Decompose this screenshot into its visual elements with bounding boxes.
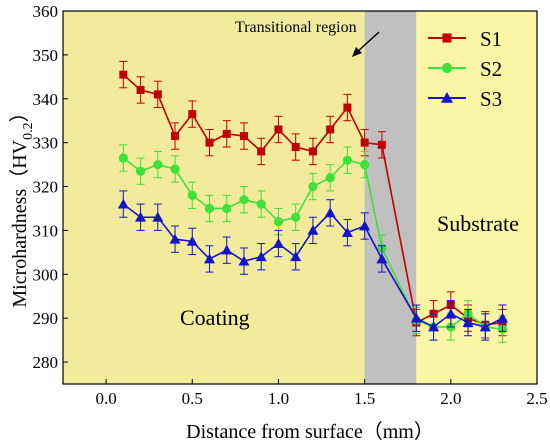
ticks-layer: 0.0 0.5 1.0 1.5 2.0 2.5 280 290 300 310 320 330 340 3… <box>33 2 548 408</box>
data-point-triangle <box>497 312 509 323</box>
data-point-circle <box>204 203 215 214</box>
data-point-square <box>188 110 197 119</box>
y-tick-label: 280 <box>33 353 59 372</box>
data-point-circle <box>308 181 318 192</box>
data-point-circle <box>170 164 180 174</box>
legend: S1 S2 S3 <box>428 27 502 111</box>
data-point-square <box>222 129 231 138</box>
data-point-triangle <box>359 220 371 231</box>
data-point-triangle <box>272 238 284 248</box>
legend-entry-s3: S3 <box>428 87 502 111</box>
data-point-circle <box>256 199 266 209</box>
data-point-triangle <box>410 312 422 323</box>
data-point-triangle <box>376 253 388 264</box>
y-axis-title-subscript: 0.2 <box>21 122 36 140</box>
data-point-triangle <box>307 224 319 235</box>
data-point-square <box>308 147 317 156</box>
x-tick-label: 0.5 <box>182 389 203 408</box>
data-point-triangle <box>428 321 440 332</box>
x-tick-label: 0.0 <box>95 389 116 408</box>
data-point-triangle <box>169 233 181 244</box>
data-point-square <box>442 33 452 43</box>
data-point-circle <box>273 217 284 227</box>
data-point-square <box>291 143 300 152</box>
data-point-circle <box>222 203 232 214</box>
y-tick-label: 360 <box>33 2 59 21</box>
data-point-circle <box>360 159 370 170</box>
data-point-circle <box>135 166 146 176</box>
data-point-circle <box>291 212 301 222</box>
y-axis-title-main: Microhardness（HV <box>8 139 31 307</box>
data-point-triangle <box>117 198 129 209</box>
series-s3 <box>117 190 509 341</box>
data-point-square <box>119 70 128 79</box>
transitional-region-background <box>364 11 417 384</box>
series-line <box>122 74 503 326</box>
data-point-triangle <box>462 317 474 327</box>
x-tick-label: 1.5 <box>354 389 375 408</box>
data-point-triangle <box>341 227 353 238</box>
x-tick-label: 2.5 <box>526 389 547 408</box>
data-point-square <box>153 90 162 99</box>
data-point-circle <box>239 195 249 205</box>
y-tick-label: 290 <box>33 309 59 328</box>
data-point-triangle <box>324 207 336 218</box>
data-point-square <box>326 125 335 134</box>
transitional-region-label: Transitional region <box>235 19 357 36</box>
data-point-triangle <box>290 251 302 262</box>
data-point-square <box>377 140 386 149</box>
series-layer <box>117 60 509 343</box>
data-point-triangle <box>221 244 233 255</box>
x-tick-label: 2.0 <box>440 389 461 408</box>
legend-label: S2 <box>480 57 502 81</box>
substrate-label: Substrate <box>437 211 519 236</box>
y-tick-label: 330 <box>33 134 59 153</box>
data-point-square <box>274 125 283 134</box>
y-axis-title-end: ） <box>8 102 31 122</box>
data-point-square <box>360 138 369 147</box>
legend-entry-s2: S2 <box>428 57 502 81</box>
data-point-triangle <box>479 321 491 332</box>
series-line <box>122 157 503 330</box>
data-point-triangle <box>204 253 216 264</box>
y-tick-label: 310 <box>33 221 59 240</box>
data-point-circle <box>342 155 352 165</box>
series-line <box>122 203 503 328</box>
y-tick-label: 300 <box>33 265 59 284</box>
data-point-circle <box>325 173 335 183</box>
transitional-arrow <box>352 31 380 57</box>
data-point-triangle <box>441 92 453 103</box>
data-point-square <box>343 103 352 112</box>
data-point-circle <box>153 159 163 170</box>
x-axis-title: Distance from surface（mm） <box>186 420 434 443</box>
y-tick-label: 320 <box>33 178 59 197</box>
data-point-circle <box>187 190 197 200</box>
data-point-triangle <box>186 235 198 246</box>
legend-label: S1 <box>480 27 502 51</box>
coating-label: Coating <box>180 305 250 330</box>
data-point-square <box>136 85 145 94</box>
data-point-circle <box>441 62 453 74</box>
data-point-circle <box>118 153 128 163</box>
legend-label: S3 <box>480 87 502 111</box>
y-axis-title: Microhardness（HV0.2） <box>8 102 36 307</box>
y-tick-label: 340 <box>33 90 59 109</box>
data-point-triangle <box>255 251 267 262</box>
legend-entry-s1: S1 <box>428 27 502 51</box>
coating-region-background <box>63 11 365 384</box>
data-point-triangle <box>445 308 457 319</box>
data-point-triangle <box>135 211 147 222</box>
plot-frame <box>62 10 538 385</box>
y-tick-label: 350 <box>33 46 59 65</box>
data-point-square <box>257 147 266 156</box>
data-point-square <box>239 132 248 141</box>
x-tick-label: 1.0 <box>268 389 289 408</box>
data-point-triangle <box>238 255 250 266</box>
data-point-triangle <box>152 211 164 222</box>
data-point-square <box>205 138 214 147</box>
data-point-square <box>171 132 180 141</box>
